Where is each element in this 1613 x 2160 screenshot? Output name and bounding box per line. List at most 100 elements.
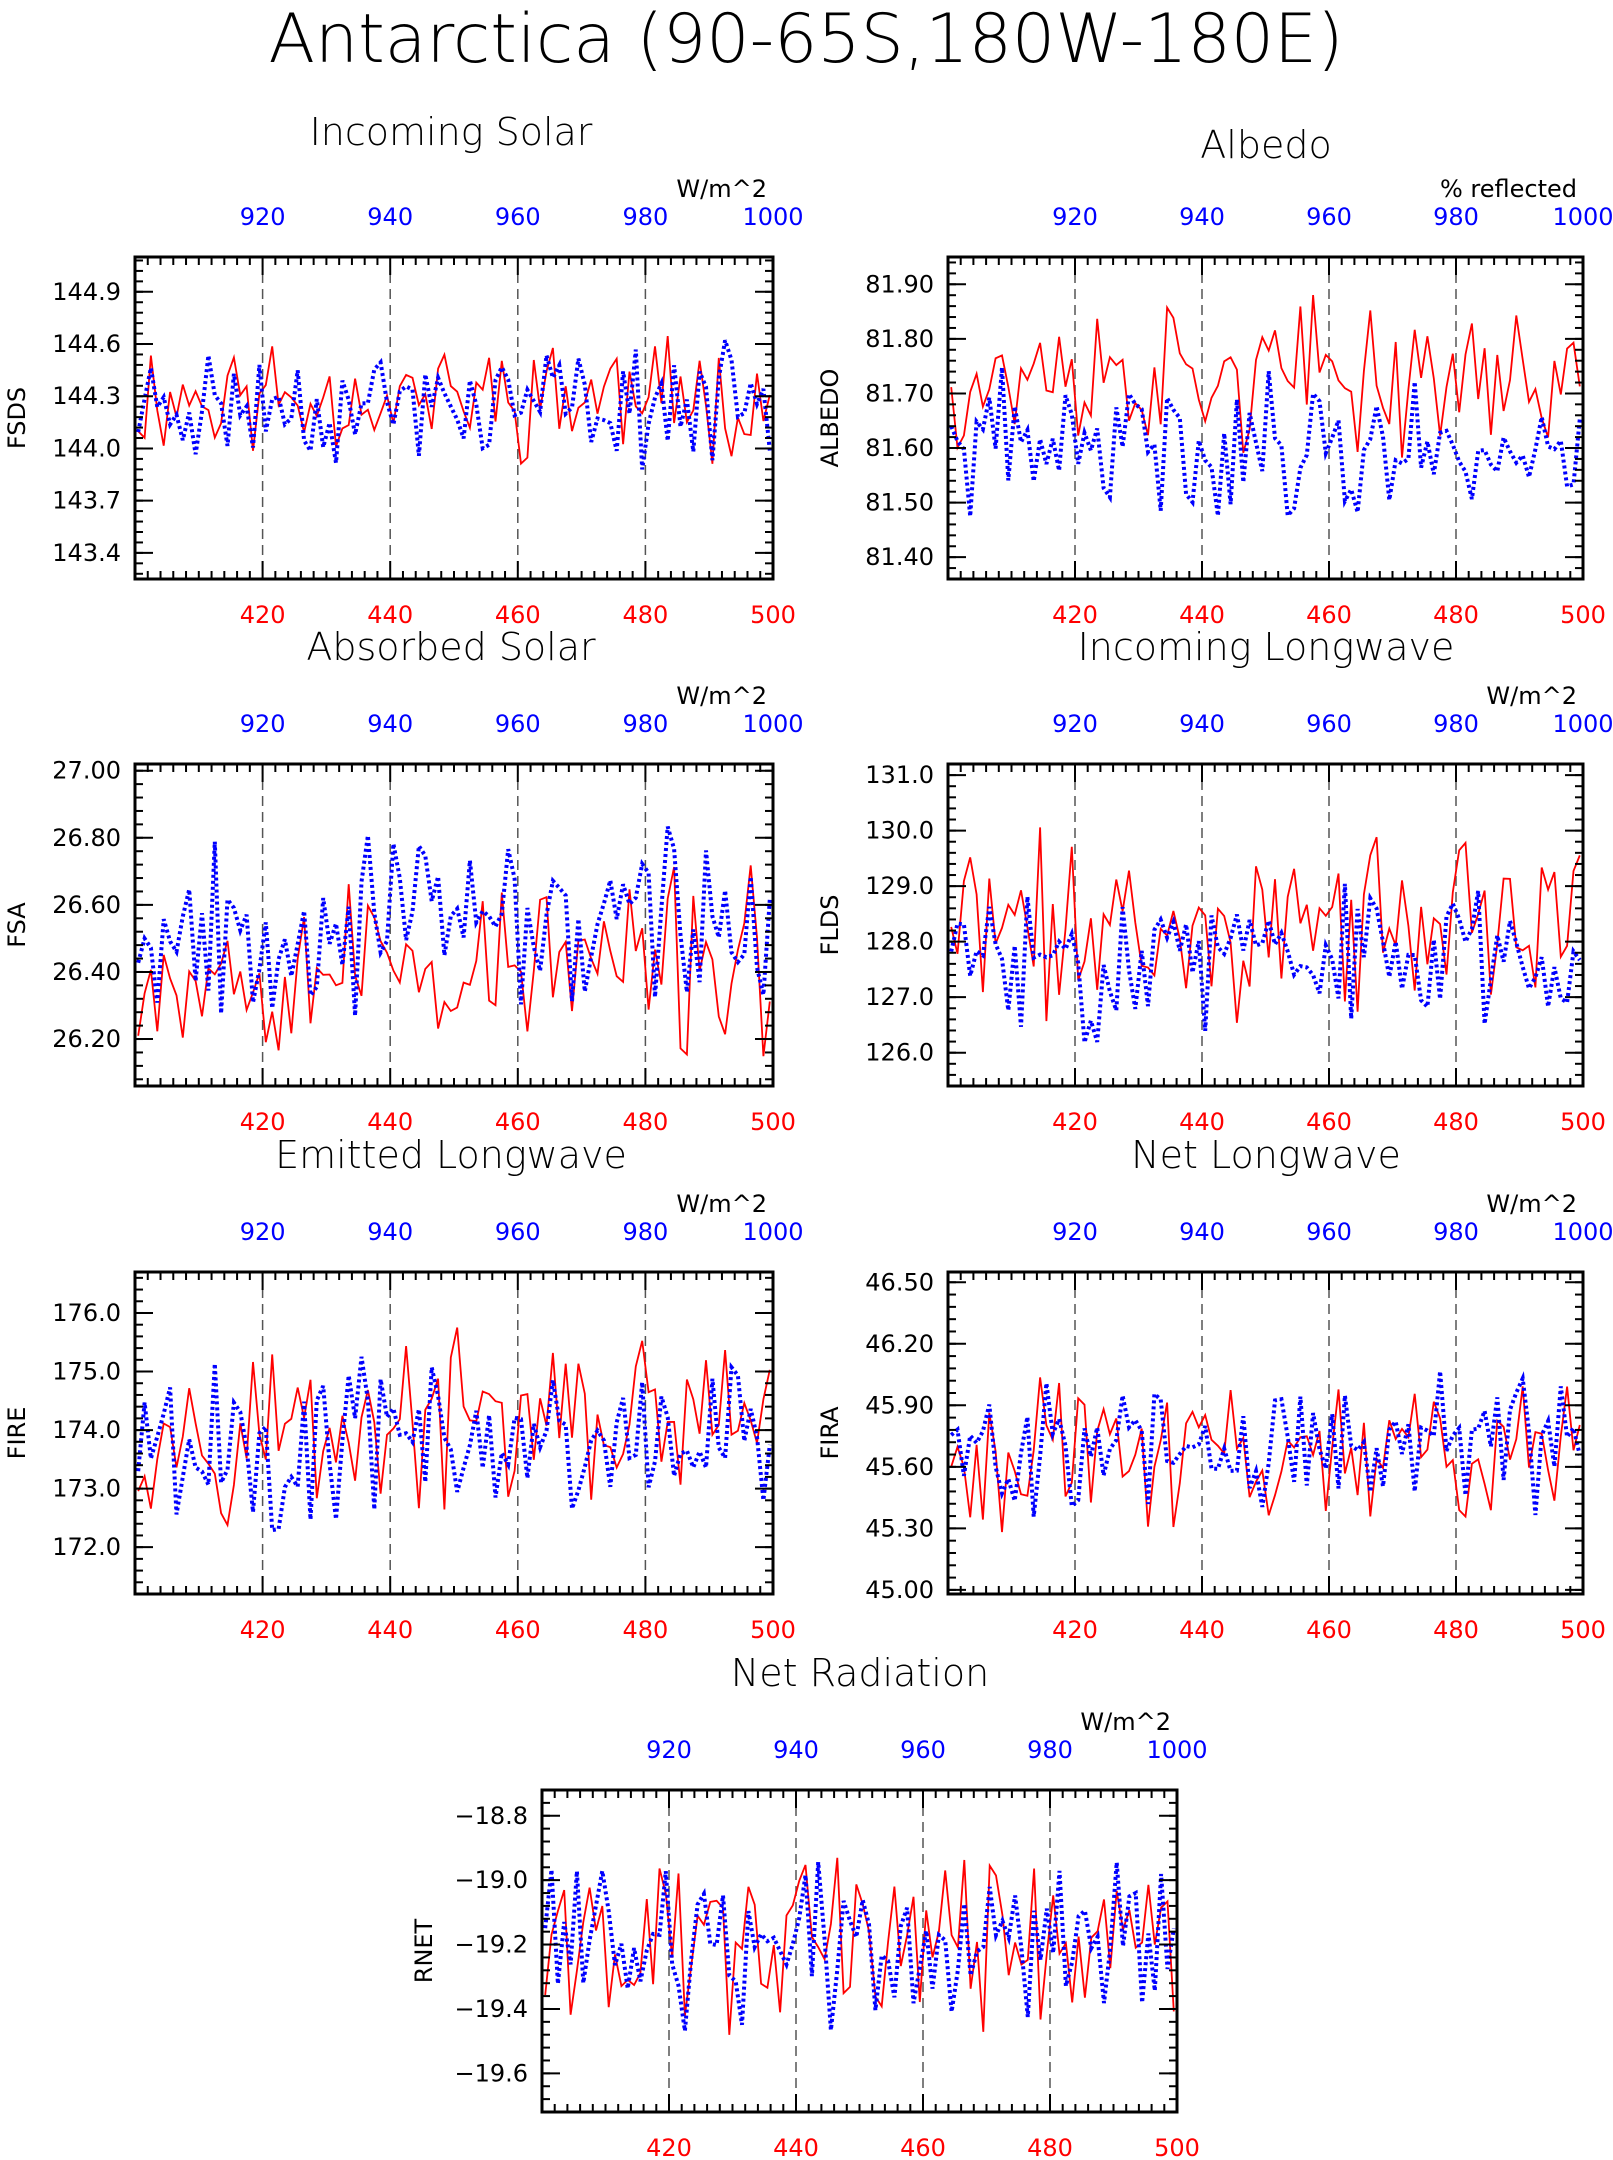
series-line-blue: [136, 339, 772, 470]
x-bottom-tick-label: 500: [1560, 1108, 1606, 1136]
x-top-tick-label: 980: [622, 1218, 668, 1246]
y-tick-label: 144.9: [52, 278, 121, 306]
y-tick-label: 81.90: [865, 270, 934, 298]
y-tick-label: 143.7: [52, 487, 121, 515]
x-top-tick-label: 980: [1433, 203, 1479, 231]
x-top-tick-label: 980: [1027, 1736, 1073, 1764]
x-bottom-tick-label: 500: [750, 1616, 796, 1644]
x-top-tick-label: 920: [1052, 1218, 1098, 1246]
y-tick-label: 45.30: [865, 1514, 934, 1542]
series-line-red: [950, 827, 1581, 1023]
y-tick-label: 81.60: [865, 434, 934, 462]
x-top-tick-label: 1000: [1552, 710, 1613, 738]
x-top-tick-label: 1000: [742, 203, 803, 231]
panel-fsds: Incoming Solar W/m^2 FSDS 143.4 143.7 144.0 14…: [3, 110, 804, 629]
series-line-blue: [949, 883, 1582, 1044]
panel-rnet: Net Radiation W/m^2 RNET −19.6 −19.4 −19.2 −19…: [410, 1651, 1208, 2160]
x-top-tick-label: 920: [240, 1218, 286, 1246]
x-top-tick-label: 1000: [742, 1218, 803, 1246]
y-axis-label: FSA: [3, 902, 31, 948]
x-top-tick-label: 960: [900, 1736, 946, 1764]
x-bottom-tick-label: 440: [367, 1108, 413, 1136]
x-bottom-tick-label: 460: [495, 1108, 541, 1136]
y-tick-label: 173.0: [52, 1475, 121, 1503]
x-bottom-tick-label: 460: [900, 2134, 946, 2160]
series-line-red: [137, 865, 771, 1057]
y-axis-label: FSDS: [3, 387, 31, 449]
x-top-tick-label: 1000: [1146, 1736, 1207, 1764]
y-tick-label: 81.40: [865, 543, 934, 571]
x-top-tick-label: 920: [1052, 203, 1098, 231]
y-tick-label: 46.20: [865, 1330, 934, 1358]
x-bottom-tick-label: 460: [1306, 601, 1352, 629]
x-top-tick-label: 940: [1179, 1218, 1225, 1246]
y-tick-label: 128.0: [865, 928, 934, 956]
x-bottom-tick-label: 420: [240, 1616, 286, 1644]
y-tick-label: −19.4: [454, 1995, 528, 2023]
panel-title: Emitted Longwave: [275, 1133, 627, 1177]
y-tick-label: 175.0: [52, 1358, 121, 1386]
x-bottom-tick-label: 480: [1433, 1108, 1479, 1136]
x-bottom-tick-label: 440: [773, 2134, 819, 2160]
panel-fire: Emitted Longwave W/m^2 FIRE 172.0 173.0 174.0…: [3, 1133, 804, 1644]
panel-title: Net Longwave: [1131, 1133, 1401, 1177]
x-bottom-tick-label: 440: [1179, 1108, 1225, 1136]
x-top-tick-label: 1000: [1552, 203, 1613, 231]
x-top-tick-label: 920: [240, 710, 286, 738]
panel-fsa: Absorbed Solar W/m^2 FSA 26.20 26.40 26.60 26.…: [3, 625, 804, 1136]
x-bottom-tick-label: 440: [367, 601, 413, 629]
x-top-tick-label: 940: [1179, 203, 1225, 231]
x-top-tick-label: 920: [240, 203, 286, 231]
panel-flds: Incoming Longwave W/m^2 FLDS 126.0 127.0 128.…: [816, 625, 1613, 1136]
x-top-tick-label: 920: [646, 1736, 692, 1764]
y-tick-label: 127.0: [865, 983, 934, 1011]
plot-frame: [540, 1788, 1179, 2114]
y-tick-label: 26.60: [52, 891, 121, 919]
y-tick-label: 81.70: [865, 379, 934, 407]
y-tick-label: 26.20: [52, 1025, 121, 1053]
series-line-blue: [136, 826, 772, 1016]
units-label: % reflected: [1440, 175, 1577, 203]
y-tick-label: 131.0: [865, 761, 934, 789]
x-bottom-tick-label: 460: [495, 1616, 541, 1644]
x-bottom-tick-label: 440: [367, 1616, 413, 1644]
x-top-tick-label: 940: [367, 1218, 413, 1246]
x-top-tick-label: 960: [1306, 203, 1352, 231]
x-bottom-tick-label: 420: [240, 1108, 286, 1136]
panel-title: Albedo: [1200, 123, 1331, 167]
y-tick-label: 174.0: [52, 1416, 121, 1444]
series-line-red: [950, 295, 1581, 458]
x-bottom-tick-label: 480: [1433, 1616, 1479, 1644]
x-bottom-tick-label: 440: [1179, 601, 1225, 629]
plot-frame: [133, 762, 775, 1088]
x-bottom-tick-label: 420: [1052, 601, 1098, 629]
x-top-tick-label: 1000: [742, 710, 803, 738]
y-tick-label: 81.50: [865, 489, 934, 517]
y-axis-label: FIRA: [816, 1406, 844, 1460]
y-tick-label: 129.0: [865, 872, 934, 900]
series-line-blue: [949, 1371, 1582, 1517]
y-tick-label: 144.6: [52, 330, 121, 358]
x-bottom-tick-label: 480: [622, 601, 668, 629]
y-tick-label: 130.0: [865, 817, 934, 845]
x-top-tick-label: 940: [367, 710, 413, 738]
x-bottom-tick-label: 500: [1560, 1616, 1606, 1644]
series-line-red: [137, 1327, 771, 1528]
x-top-tick-label: 980: [1433, 710, 1479, 738]
x-bottom-tick-label: 420: [240, 601, 286, 629]
x-bottom-tick-label: 480: [622, 1616, 668, 1644]
x-bottom-tick-label: 500: [1560, 601, 1606, 629]
y-axis-label: RNET: [410, 1918, 438, 1983]
plot-frame: [946, 1270, 1585, 1596]
y-tick-label: 45.60: [865, 1453, 934, 1481]
series-line-blue: [949, 367, 1582, 521]
x-top-tick-label: 960: [495, 1218, 541, 1246]
x-bottom-tick-label: 460: [1306, 1108, 1352, 1136]
series-line-red: [137, 336, 771, 466]
units-label: W/m^2: [1080, 1708, 1171, 1736]
panel-title: Absorbed Solar: [306, 625, 596, 669]
x-top-tick-label: 920: [1052, 710, 1098, 738]
y-tick-label: 26.40: [52, 958, 121, 986]
x-top-tick-label: 1000: [1552, 1218, 1613, 1246]
x-bottom-tick-label: 460: [1306, 1616, 1352, 1644]
